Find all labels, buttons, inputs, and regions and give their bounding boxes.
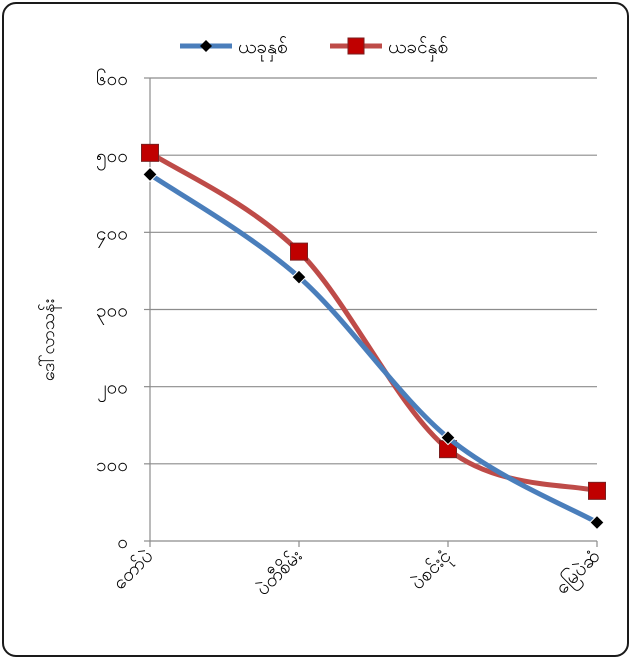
series-line: [147, 150, 600, 494]
x-tick-label: ပဲတီစိမ်း: [251, 544, 307, 600]
series-2: [141, 143, 606, 500]
diamond-marker: [142, 166, 158, 183]
x-tick-label: တော်ပဲ: [108, 544, 158, 594]
legend-square-marker: [347, 37, 365, 55]
y-tick-label: ၁၀၀: [96, 454, 128, 476]
chart-frame: [2, 2, 629, 657]
legend-item: ယခင်နှစ်: [330, 35, 448, 62]
y-tick-label: ၄၀၀: [96, 222, 128, 248]
legend-label: ယခင်နှစ်: [388, 35, 448, 62]
y-tick-label: ၆၀၀: [96, 67, 128, 90]
diamond-marker: [291, 269, 307, 285]
y-tick-label: ၃၀၀: [96, 300, 128, 326]
gridlines: [150, 77, 597, 465]
legend-label: ယခုနှစ်: [238, 35, 288, 62]
axes: [144, 77, 598, 547]
x-tick-label: ပဲစင်းငုံ: [406, 544, 459, 597]
y-axis-label: ဒေါ်လာသန်း: [38, 299, 62, 381]
series-1: [142, 166, 605, 531]
series-line: [147, 171, 600, 525]
y-tick-label: ၀: [117, 531, 128, 553]
series-group: [141, 143, 606, 531]
x-tick-label: မြေပဲဆံ: [549, 544, 607, 602]
square-marker: [141, 143, 159, 162]
x-tick-labels: တော်ပဲ ပဲတီစိမ်း ပဲစင်းငုံ မြေပဲဆံ: [108, 544, 608, 602]
y-tick-labels: ၀ ၁၀၀ ၂၀၀ ၃၀၀ ၄၀၀ ၅၀၀ ၆၀၀: [96, 67, 128, 553]
y-tick-label: ၂၀၀: [97, 377, 128, 403]
legend: ယခုနှစ် ယခင်နှစ်: [180, 35, 448, 62]
legend-diamond-marker: [200, 40, 212, 52]
square-marker: [588, 481, 606, 500]
y-tick-label: ၅၀၀: [96, 145, 128, 171]
square-marker: [290, 242, 308, 261]
legend-item: ယခုနှစ်: [180, 35, 288, 62]
diamond-marker: [589, 514, 605, 531]
diamond-marker: [440, 429, 456, 446]
